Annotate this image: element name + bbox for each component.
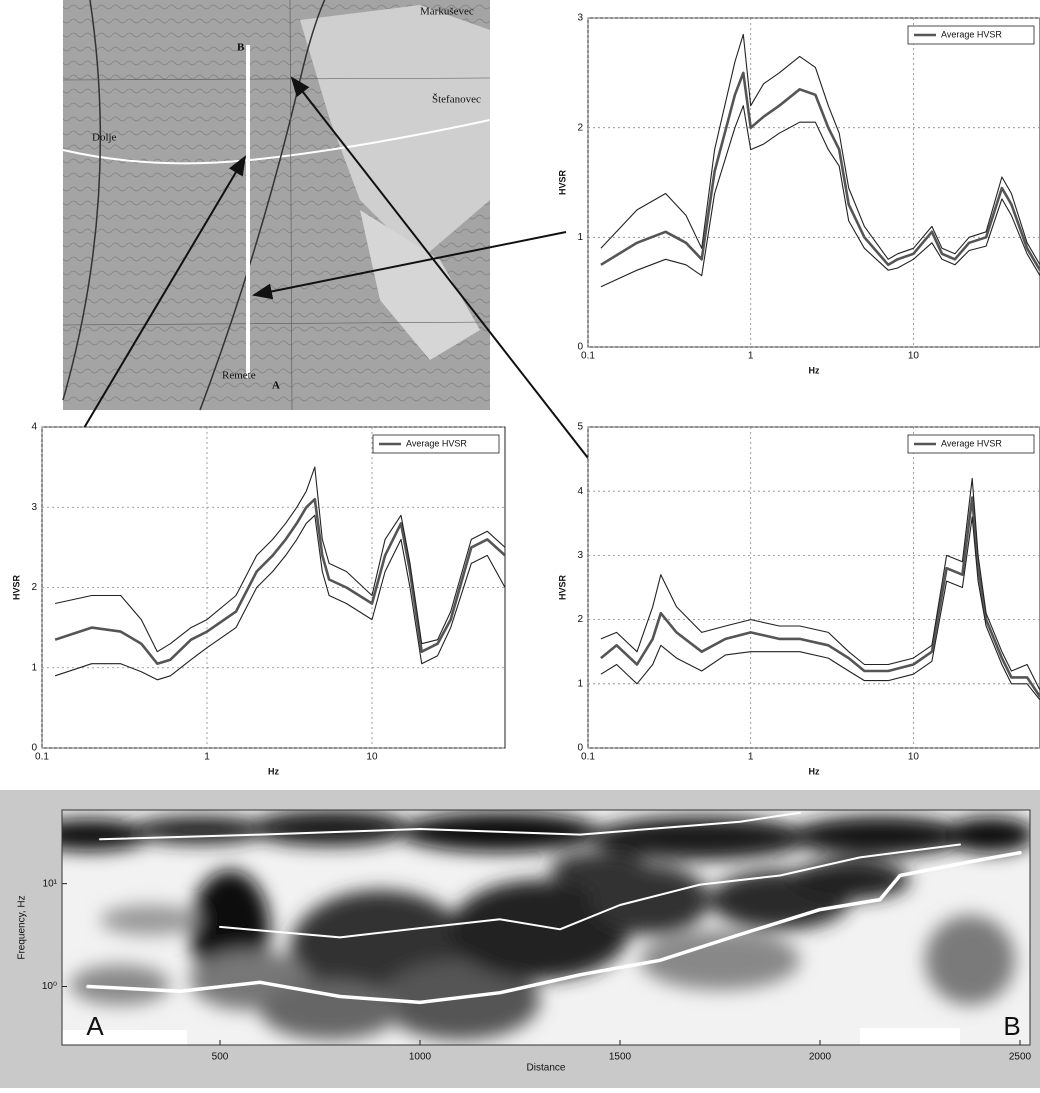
blank-strip xyxy=(860,1028,960,1045)
y-axis-title: HVSR xyxy=(11,575,21,601)
x-axis-title: Distance xyxy=(527,1063,566,1074)
y-tick-label: 10¹ xyxy=(43,878,58,889)
contour-blob xyxy=(70,965,170,1005)
x-axis-title: Hz xyxy=(809,766,820,776)
figure: BAMarkuševecŠtefanovecDoljeRemete01230.1… xyxy=(0,0,1040,1088)
contour-blob xyxy=(100,905,200,935)
x-tick-label: 10 xyxy=(908,351,920,362)
y-tick-label: 2 xyxy=(31,582,37,593)
y-tick-label: 10⁰ xyxy=(42,981,57,992)
contour-blob xyxy=(260,980,400,1040)
y-tick-label: 4 xyxy=(577,486,583,497)
profile-end-label: B xyxy=(1003,1011,1020,1041)
x-tick-label: 1 xyxy=(204,752,210,763)
map-label: Štefanovec xyxy=(432,94,481,106)
y-tick-label: 4 xyxy=(31,422,37,433)
x-tick-label: 500 xyxy=(212,1052,229,1063)
contour-blob xyxy=(790,816,970,856)
x-tick-label: 10 xyxy=(366,752,378,763)
contour-blob xyxy=(945,817,1035,853)
x-tick-label: 0.1 xyxy=(581,351,595,362)
y-tick-label: 2 xyxy=(577,614,583,625)
x-tick-label: 1 xyxy=(748,752,754,763)
x-tick-label: 2000 xyxy=(809,1052,832,1063)
profile-end-label: A xyxy=(86,1011,104,1041)
x-tick-label: 1500 xyxy=(609,1052,632,1063)
map-label: Markuševec xyxy=(420,6,474,18)
x-tick-label: 0.1 xyxy=(581,752,595,763)
map-label: B xyxy=(237,42,245,54)
y-axis-title: Frequency, Hz xyxy=(17,895,28,959)
contour-blob xyxy=(590,816,810,860)
y-tick-label: 1 xyxy=(31,662,37,673)
x-tick-label: 1000 xyxy=(409,1052,432,1063)
x-tick-label: 1 xyxy=(748,351,754,362)
map xyxy=(63,0,490,410)
plot-area xyxy=(588,18,1040,347)
x-axis-title: Hz xyxy=(809,365,820,375)
y-tick-label: 1 xyxy=(577,232,583,243)
y-tick-label: 2 xyxy=(577,122,583,133)
legend-label: Average HVSR xyxy=(941,438,1002,448)
plot-area xyxy=(588,427,1040,748)
x-tick-label: 10 xyxy=(908,752,920,763)
page: {"map": {"labels": ["B", "A", "Markuševe… xyxy=(0,0,1040,1088)
y-tick-label: 3 xyxy=(577,550,583,561)
legend-label: Average HVSR xyxy=(941,29,1002,39)
contour-field xyxy=(0,790,1040,1088)
x-axis-title: Hz xyxy=(268,766,279,776)
y-tick-label: 1 xyxy=(577,678,583,689)
y-tick-label: 3 xyxy=(577,13,583,24)
y-axis-title: HVSR xyxy=(557,575,567,601)
contour-blob xyxy=(250,810,410,846)
contour-blob xyxy=(925,915,1015,1005)
contour-blob xyxy=(550,852,650,888)
x-tick-label: 2500 xyxy=(1009,1052,1032,1063)
legend-label: Average HVSR xyxy=(406,438,467,448)
contour-blob xyxy=(790,860,910,900)
y-axis-title: HVSR xyxy=(557,170,567,196)
y-tick-label: 3 xyxy=(31,502,37,513)
y-tick-label: 5 xyxy=(577,422,583,433)
map-label: A xyxy=(272,380,280,392)
map-label: Dolje xyxy=(92,132,117,144)
contour-blob xyxy=(130,816,270,844)
blank-strip xyxy=(62,1030,187,1045)
map-label: Remete xyxy=(222,370,256,382)
x-tick-label: 0.1 xyxy=(35,752,49,763)
